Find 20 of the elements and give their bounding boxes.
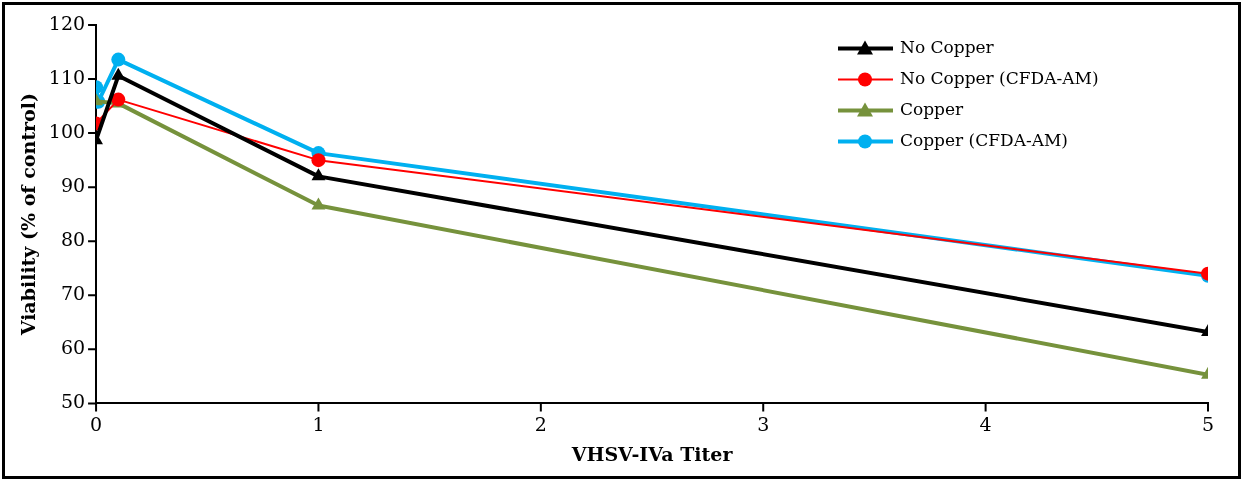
x-tick-label: 5 (1201, 412, 1215, 435)
x-tick-label: 1 (312, 412, 325, 435)
y-tick-label: 50 (60, 390, 86, 413)
y-tick-label: 110 (48, 65, 86, 88)
y-tick-label: 80 (60, 228, 86, 251)
y-tick-label: 120 (48, 11, 86, 34)
x-tick-label: 4 (979, 412, 992, 435)
legend-label: No Copper (900, 36, 995, 57)
x-tick-label: 2 (534, 412, 547, 435)
legend-label: Copper (900, 98, 965, 119)
y-tick-label: 100 (48, 120, 86, 143)
y-tick-label: 70 (60, 282, 86, 305)
y-tick-label: 60 (60, 336, 86, 359)
x-tick-label: 3 (757, 412, 770, 435)
y-axis-title: Viability (% of control) (17, 93, 40, 337)
y-tick-label: 90 (60, 174, 86, 197)
legend-label: No Copper (CFDA-AM) (900, 67, 1099, 88)
x-axis-title: VHSV-IVa Titer (570, 442, 734, 465)
x-tick-label: 0 (90, 412, 103, 435)
legend-label: Copper (CFDA-AM) (900, 129, 1068, 150)
